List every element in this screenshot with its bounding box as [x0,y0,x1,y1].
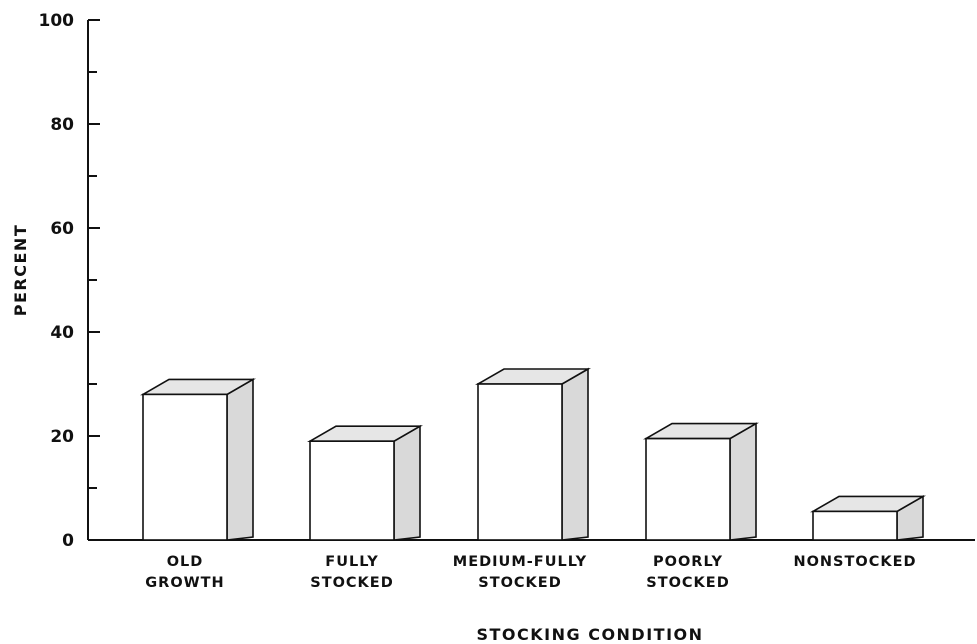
bar-side-face [729,422,757,541]
bar-front-face [309,440,395,541]
bar [810,495,926,541]
y-tick-label: 100 [39,11,75,31]
x-category-label: FULLY STOCKED [310,554,393,591]
y-tick-label: 60 [50,219,74,239]
bar [140,378,256,541]
y-axis-title: PERCENT [11,224,30,316]
x-category-label: OLD GROWTH [145,554,224,591]
bar-front-face [142,393,228,541]
bar-front-face [645,437,731,541]
chart-axes: 0 20 40 60 80 100 [39,11,975,551]
y-tick-label: 0 [62,531,74,551]
x-category-label: NONSTOCKED [793,554,916,570]
bar-side-face [226,378,254,541]
y-tick-label: 40 [50,323,74,343]
bar [307,424,423,541]
x-axis-title: STOCKING CONDITION [476,625,703,644]
bar [643,422,759,541]
bar-front-face [812,510,898,541]
bar [475,367,591,541]
x-category-label: POORLY STOCKED [646,554,729,591]
bar-side-face [393,424,421,541]
chart-bars [140,367,926,541]
y-tick-label: 80 [50,115,74,135]
x-category-label: MEDIUM-FULLY STOCKED [453,554,587,591]
chart-labels: OLD GROWTH FULLY STOCKED MEDIUM-FULLY STOCKED… [145,554,916,591]
bar-side-face [561,367,589,541]
y-tick-label: 20 [50,427,74,447]
bar-front-face [477,383,563,541]
